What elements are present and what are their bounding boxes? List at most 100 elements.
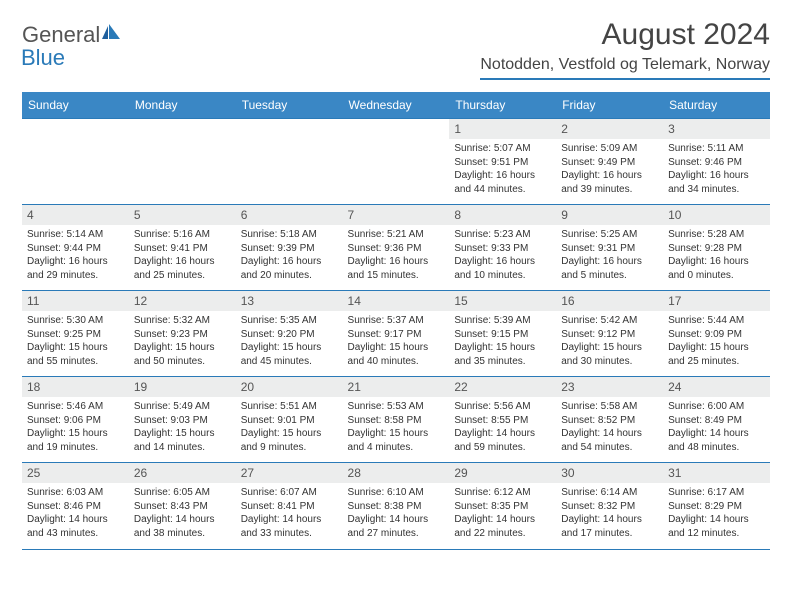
day-number: 27 (236, 463, 343, 483)
day-number: 23 (556, 377, 663, 397)
day-cell: 8Sunrise: 5:23 AMSunset: 9:33 PMDaylight… (449, 205, 556, 291)
day-cell: 26Sunrise: 6:05 AMSunset: 8:43 PMDayligh… (129, 463, 236, 549)
day-cell: 17Sunrise: 5:44 AMSunset: 9:09 PMDayligh… (663, 291, 770, 377)
day-info: Sunrise: 5:09 AMSunset: 9:49 PMDaylight:… (556, 139, 663, 200)
day-cell: 28Sunrise: 6:10 AMSunset: 8:38 PMDayligh… (343, 463, 450, 549)
location-text: Notodden, Vestfold og Telemark, Norway (480, 56, 770, 80)
day-number: 16 (556, 291, 663, 311)
day-info: Sunrise: 5:37 AMSunset: 9:17 PMDaylight:… (343, 311, 450, 372)
day-number: 11 (22, 291, 129, 311)
month-title: August 2024 (480, 18, 770, 52)
day-info: Sunrise: 6:03 AMSunset: 8:46 PMDaylight:… (22, 483, 129, 544)
day-number: 29 (449, 463, 556, 483)
day-info: Sunrise: 5:53 AMSunset: 8:58 PMDaylight:… (343, 397, 450, 458)
day-info: Sunrise: 5:07 AMSunset: 9:51 PMDaylight:… (449, 139, 556, 200)
day-cell: 31Sunrise: 6:17 AMSunset: 8:29 PMDayligh… (663, 463, 770, 549)
day-cell: 30Sunrise: 6:14 AMSunset: 8:32 PMDayligh… (556, 463, 663, 549)
day-info: Sunrise: 5:32 AMSunset: 9:23 PMDaylight:… (129, 311, 236, 372)
day-number: 4 (22, 205, 129, 225)
day-number: 15 (449, 291, 556, 311)
day-info: Sunrise: 5:58 AMSunset: 8:52 PMDaylight:… (556, 397, 663, 458)
day-number: 6 (236, 205, 343, 225)
day-info: Sunrise: 5:30 AMSunset: 9:25 PMDaylight:… (22, 311, 129, 372)
calendar-row: 4Sunrise: 5:14 AMSunset: 9:44 PMDaylight… (22, 205, 770, 291)
calendar-table: SundayMondayTuesdayWednesdayThursdayFrid… (22, 92, 770, 549)
day-cell: 24Sunrise: 6:00 AMSunset: 8:49 PMDayligh… (663, 377, 770, 463)
day-cell: 16Sunrise: 5:42 AMSunset: 9:12 PMDayligh… (556, 291, 663, 377)
day-cell: 19Sunrise: 5:49 AMSunset: 9:03 PMDayligh… (129, 377, 236, 463)
day-cell: 4Sunrise: 5:14 AMSunset: 9:44 PMDaylight… (22, 205, 129, 291)
day-number: 25 (22, 463, 129, 483)
day-info: Sunrise: 6:00 AMSunset: 8:49 PMDaylight:… (663, 397, 770, 458)
day-info: Sunrise: 5:42 AMSunset: 9:12 PMDaylight:… (556, 311, 663, 372)
day-cell: 3Sunrise: 5:11 AMSunset: 9:46 PMDaylight… (663, 119, 770, 205)
weekday-header: Sunday (22, 92, 129, 119)
day-cell: 12Sunrise: 5:32 AMSunset: 9:23 PMDayligh… (129, 291, 236, 377)
day-info: Sunrise: 5:51 AMSunset: 9:01 PMDaylight:… (236, 397, 343, 458)
day-info: Sunrise: 5:21 AMSunset: 9:36 PMDaylight:… (343, 225, 450, 286)
day-info: Sunrise: 6:17 AMSunset: 8:29 PMDaylight:… (663, 483, 770, 544)
day-info: Sunrise: 5:39 AMSunset: 9:15 PMDaylight:… (449, 311, 556, 372)
day-cell: 1Sunrise: 5:07 AMSunset: 9:51 PMDaylight… (449, 119, 556, 205)
empty-cell (236, 119, 343, 205)
day-cell: 11Sunrise: 5:30 AMSunset: 9:25 PMDayligh… (22, 291, 129, 377)
logo-text-general: General (22, 22, 100, 47)
day-number: 26 (129, 463, 236, 483)
day-info: Sunrise: 5:23 AMSunset: 9:33 PMDaylight:… (449, 225, 556, 286)
weekday-header: Saturday (663, 92, 770, 119)
empty-cell (343, 119, 450, 205)
calendar-row: 1Sunrise: 5:07 AMSunset: 9:51 PMDaylight… (22, 119, 770, 205)
day-number: 20 (236, 377, 343, 397)
day-number: 21 (343, 377, 450, 397)
day-cell: 15Sunrise: 5:39 AMSunset: 9:15 PMDayligh… (449, 291, 556, 377)
day-cell: 7Sunrise: 5:21 AMSunset: 9:36 PMDaylight… (343, 205, 450, 291)
weekday-header-row: SundayMondayTuesdayWednesdayThursdayFrid… (22, 92, 770, 119)
day-number: 8 (449, 205, 556, 225)
day-cell: 21Sunrise: 5:53 AMSunset: 8:58 PMDayligh… (343, 377, 450, 463)
day-info: Sunrise: 6:10 AMSunset: 8:38 PMDaylight:… (343, 483, 450, 544)
weekday-header: Wednesday (343, 92, 450, 119)
weekday-header: Monday (129, 92, 236, 119)
header: General Blue August 2024 Notodden, Vestf… (22, 18, 770, 80)
day-info: Sunrise: 5:25 AMSunset: 9:31 PMDaylight:… (556, 225, 663, 286)
day-number: 14 (343, 291, 450, 311)
day-info: Sunrise: 6:05 AMSunset: 8:43 PMDaylight:… (129, 483, 236, 544)
day-cell: 25Sunrise: 6:03 AMSunset: 8:46 PMDayligh… (22, 463, 129, 549)
day-cell: 14Sunrise: 5:37 AMSunset: 9:17 PMDayligh… (343, 291, 450, 377)
day-info: Sunrise: 5:49 AMSunset: 9:03 PMDaylight:… (129, 397, 236, 458)
day-number: 28 (343, 463, 450, 483)
logo-text-blue: Blue (21, 45, 65, 70)
day-number: 31 (663, 463, 770, 483)
logo-sail-icon (100, 24, 122, 47)
title-block: August 2024 Notodden, Vestfold og Telema… (480, 18, 770, 80)
calendar-wrapper: SundayMondayTuesdayWednesdayThursdayFrid… (22, 92, 770, 550)
day-cell: 2Sunrise: 5:09 AMSunset: 9:49 PMDaylight… (556, 119, 663, 205)
day-cell: 18Sunrise: 5:46 AMSunset: 9:06 PMDayligh… (22, 377, 129, 463)
day-number: 24 (663, 377, 770, 397)
day-info: Sunrise: 5:18 AMSunset: 9:39 PMDaylight:… (236, 225, 343, 286)
logo: General Blue (22, 24, 122, 70)
weekday-header: Friday (556, 92, 663, 119)
day-info: Sunrise: 6:14 AMSunset: 8:32 PMDaylight:… (556, 483, 663, 544)
day-number: 12 (129, 291, 236, 311)
day-info: Sunrise: 6:07 AMSunset: 8:41 PMDaylight:… (236, 483, 343, 544)
weekday-header: Thursday (449, 92, 556, 119)
day-number: 17 (663, 291, 770, 311)
day-info: Sunrise: 6:12 AMSunset: 8:35 PMDaylight:… (449, 483, 556, 544)
day-info: Sunrise: 5:28 AMSunset: 9:28 PMDaylight:… (663, 225, 770, 286)
day-number: 30 (556, 463, 663, 483)
day-cell: 10Sunrise: 5:28 AMSunset: 9:28 PMDayligh… (663, 205, 770, 291)
day-cell: 13Sunrise: 5:35 AMSunset: 9:20 PMDayligh… (236, 291, 343, 377)
day-info: Sunrise: 5:11 AMSunset: 9:46 PMDaylight:… (663, 139, 770, 200)
weekday-header: Tuesday (236, 92, 343, 119)
day-number: 5 (129, 205, 236, 225)
day-number: 2 (556, 119, 663, 139)
day-info: Sunrise: 5:46 AMSunset: 9:06 PMDaylight:… (22, 397, 129, 458)
day-cell: 23Sunrise: 5:58 AMSunset: 8:52 PMDayligh… (556, 377, 663, 463)
calendar-row: 25Sunrise: 6:03 AMSunset: 8:46 PMDayligh… (22, 463, 770, 549)
day-number: 13 (236, 291, 343, 311)
day-number: 3 (663, 119, 770, 139)
calendar-body: 1Sunrise: 5:07 AMSunset: 9:51 PMDaylight… (22, 119, 770, 549)
day-number: 22 (449, 377, 556, 397)
day-number: 18 (22, 377, 129, 397)
